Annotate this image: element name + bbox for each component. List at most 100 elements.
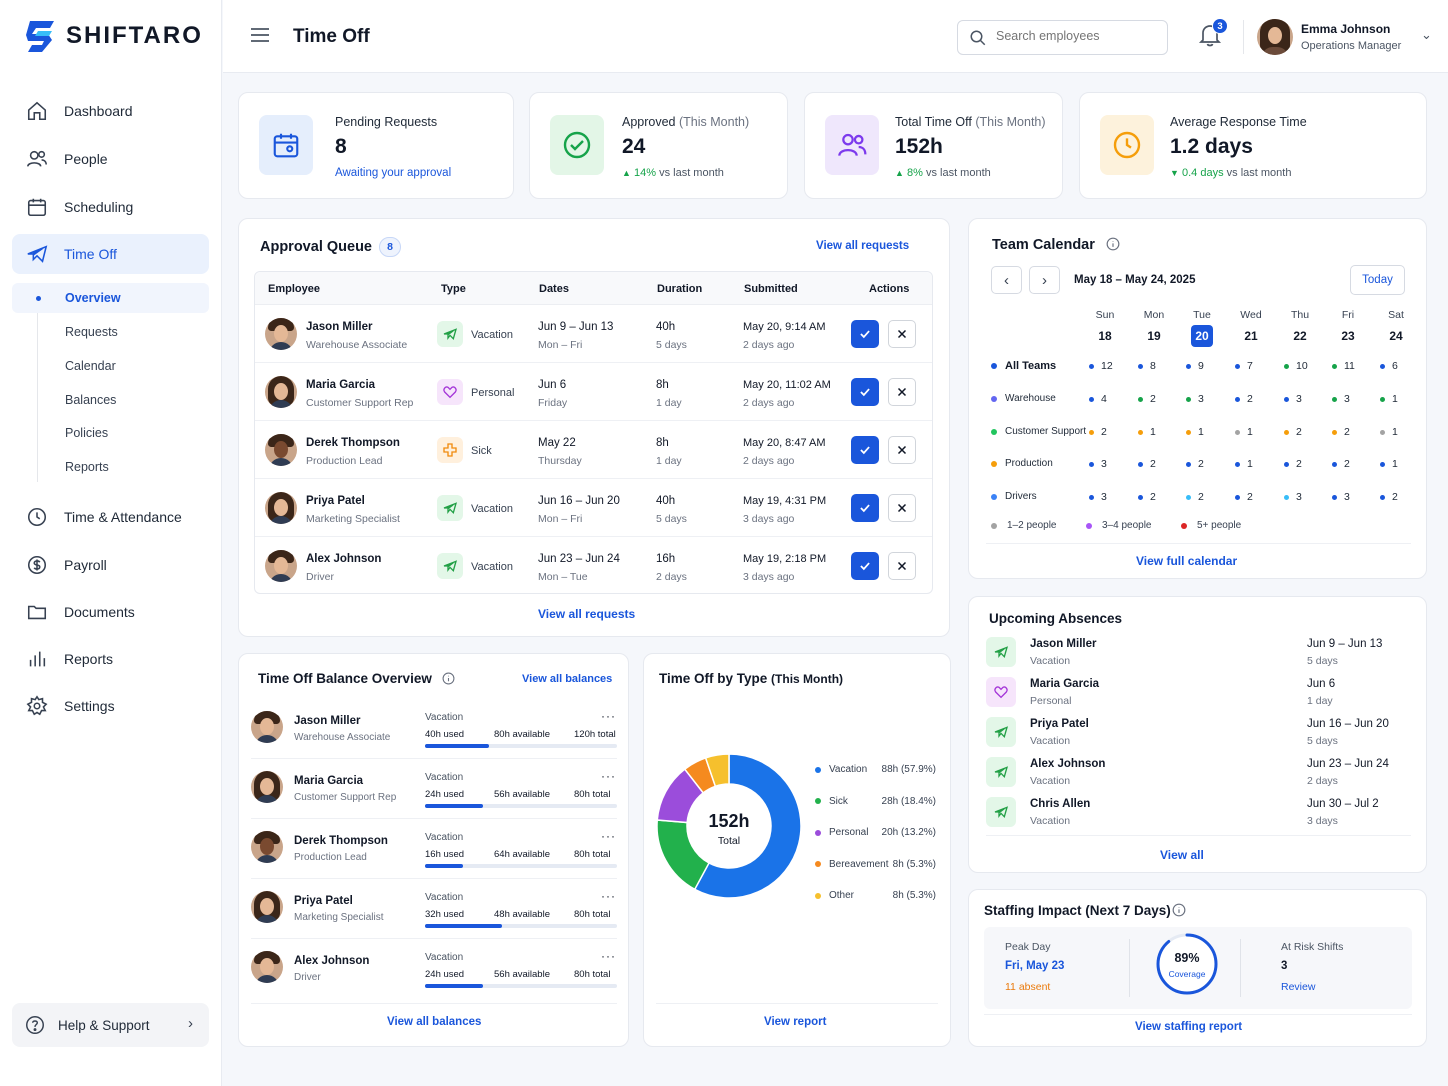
- nav-time-off[interactable]: Time Off: [12, 234, 209, 274]
- team-day-count[interactable]: 2: [1332, 426, 1350, 438]
- nav-dashboard[interactable]: Dashboard: [12, 91, 209, 131]
- review-link[interactable]: Review: [1281, 981, 1316, 993]
- team-day-count[interactable]: 11: [1332, 360, 1355, 372]
- team-day-count[interactable]: 4: [1089, 393, 1107, 405]
- employee-name[interactable]: Priya Patel: [294, 895, 353, 907]
- next-week-button[interactable]: ›: [1029, 266, 1060, 294]
- view-all-balances-link[interactable]: View all balances: [522, 673, 613, 685]
- employee-name[interactable]: Maria Garcia: [294, 775, 364, 787]
- employee-name[interactable]: Alex Johnson: [306, 553, 382, 565]
- view-all-balances-bottom-link[interactable]: View all balances: [387, 1016, 482, 1028]
- nav-reports[interactable]: Reports: [12, 639, 209, 679]
- nav-settings[interactable]: Settings: [12, 686, 209, 726]
- approve-button[interactable]: [851, 320, 879, 348]
- team-day-count[interactable]: 1: [1235, 458, 1253, 470]
- reject-button[interactable]: [888, 378, 916, 406]
- today-button[interactable]: Today: [1350, 265, 1405, 295]
- donut-slice-other[interactable]: [704, 753, 730, 788]
- subnav-requests[interactable]: Requests: [65, 325, 118, 339]
- reject-button[interactable]: [888, 436, 916, 464]
- more-options-icon[interactable]: ···: [601, 889, 616, 903]
- team-day-count[interactable]: 3: [1089, 458, 1107, 470]
- team-day-count[interactable]: 3: [1089, 491, 1107, 503]
- team-day-count[interactable]: 2: [1138, 491, 1156, 503]
- employee-name[interactable]: Jason Miller: [306, 321, 373, 333]
- more-options-icon[interactable]: ···: [601, 709, 616, 723]
- team-day-count[interactable]: 8: [1138, 360, 1156, 372]
- team-day-count[interactable]: 1: [1380, 393, 1398, 405]
- view-staffing-report-link[interactable]: View staffing report: [1135, 1021, 1243, 1033]
- search-box[interactable]: [957, 20, 1168, 55]
- day-date[interactable]: 18: [1098, 329, 1112, 343]
- team-day-count[interactable]: 2: [1138, 458, 1156, 470]
- approve-button[interactable]: [851, 552, 879, 580]
- stat-card-response[interactable]: Average Response Time 1.2 days ▼ 0.4 day…: [1079, 92, 1427, 199]
- day-date[interactable]: 20: [1191, 325, 1213, 347]
- stat-card-approved[interactable]: Approved (This Month) 24 ▲ 14% vs last m…: [529, 92, 788, 199]
- team-day-count[interactable]: 3: [1284, 393, 1302, 405]
- brand-logo[interactable]: SHIFTARO: [24, 18, 203, 54]
- notifications-button[interactable]: 3: [1198, 18, 1228, 50]
- more-options-icon[interactable]: ···: [601, 829, 616, 843]
- stat-card-pending[interactable]: Pending Requests 8 Awaiting your approva…: [238, 92, 514, 199]
- team-day-count[interactable]: 1: [1186, 426, 1204, 438]
- absence-name[interactable]: Maria Garcia: [1030, 678, 1100, 690]
- donut-slice-vacation[interactable]: [693, 753, 802, 899]
- nav-time-attendance[interactable]: Time & Attendance: [12, 497, 209, 537]
- team-day-count[interactable]: 3: [1284, 491, 1302, 503]
- search-input[interactable]: [996, 29, 1156, 43]
- nav-people[interactable]: People: [12, 139, 209, 179]
- team-day-count[interactable]: 10: [1284, 360, 1308, 372]
- subnav-calendar[interactable]: Calendar: [65, 359, 116, 373]
- employee-name[interactable]: Priya Patel: [306, 495, 365, 507]
- team-day-count[interactable]: 2: [1284, 426, 1302, 438]
- reject-button[interactable]: [888, 552, 916, 580]
- subnav-overview[interactable]: Overview: [12, 283, 209, 313]
- team-day-count[interactable]: 2: [1235, 393, 1253, 405]
- stat-card-total[interactable]: Total Time Off (This Month) 152h ▲ 8% vs…: [804, 92, 1063, 199]
- day-date[interactable]: 22: [1293, 329, 1307, 343]
- employee-name[interactable]: Jason Miller: [294, 715, 361, 727]
- team-day-count[interactable]: 2: [1380, 491, 1398, 503]
- employee-name[interactable]: Derek Thompson: [294, 835, 388, 847]
- reject-button[interactable]: [888, 494, 916, 522]
- view-all-requests-bottom-link[interactable]: View all requests: [538, 607, 636, 621]
- view-all-requests-link[interactable]: View all requests: [816, 240, 910, 252]
- approve-button[interactable]: [851, 378, 879, 406]
- team-day-count[interactable]: 9: [1186, 360, 1204, 372]
- day-date[interactable]: 21: [1244, 329, 1258, 343]
- user-menu[interactable]: Emma Johnson Operations Manager ⌄: [1257, 18, 1447, 56]
- more-options-icon[interactable]: ···: [601, 769, 616, 783]
- team-day-count[interactable]: 1: [1235, 426, 1253, 438]
- team-day-count[interactable]: 2: [1284, 458, 1302, 470]
- day-date[interactable]: 24: [1389, 329, 1403, 343]
- team-day-count[interactable]: 2: [1138, 393, 1156, 405]
- employee-name[interactable]: Derek Thompson: [306, 437, 400, 449]
- team-day-count[interactable]: 2: [1089, 426, 1107, 438]
- prev-week-button[interactable]: ‹: [991, 266, 1022, 294]
- employee-name[interactable]: Alex Johnson: [294, 955, 370, 967]
- subnav-reports[interactable]: Reports: [65, 460, 109, 474]
- day-date[interactable]: 23: [1341, 329, 1355, 343]
- nav-scheduling[interactable]: Scheduling: [12, 187, 209, 227]
- team-day-count[interactable]: 3: [1332, 491, 1350, 503]
- view-report-link[interactable]: View report: [764, 1016, 827, 1028]
- reject-button[interactable]: [888, 320, 916, 348]
- team-day-count[interactable]: 2: [1186, 491, 1204, 503]
- awaiting-approval-link[interactable]: Awaiting your approval: [335, 167, 452, 179]
- menu-toggle[interactable]: [250, 27, 270, 43]
- team-day-count[interactable]: 1: [1138, 426, 1156, 438]
- absence-name[interactable]: Chris Allen: [1030, 798, 1091, 810]
- nav-payroll[interactable]: Payroll: [12, 545, 209, 585]
- team-day-count[interactable]: 1: [1380, 458, 1398, 470]
- team-day-count[interactable]: 12: [1089, 360, 1113, 372]
- team-day-count[interactable]: 6: [1380, 360, 1398, 372]
- team-day-count[interactable]: 2: [1186, 458, 1204, 470]
- absence-name[interactable]: Alex Johnson: [1030, 758, 1106, 770]
- absence-name[interactable]: Priya Patel: [1030, 718, 1089, 730]
- nav-documents[interactable]: Documents: [12, 592, 209, 632]
- day-date[interactable]: 19: [1147, 329, 1161, 343]
- subnav-balances[interactable]: Balances: [65, 393, 117, 407]
- more-options-icon[interactable]: ···: [601, 949, 616, 963]
- peak-day-value[interactable]: Fri, May 23: [1005, 960, 1065, 972]
